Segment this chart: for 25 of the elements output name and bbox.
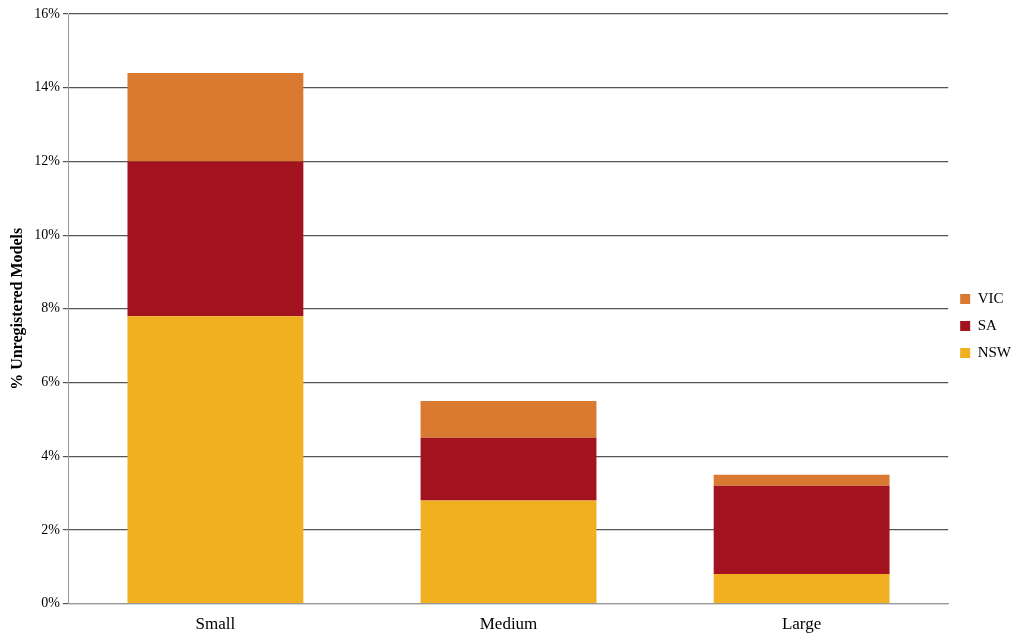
bar [420, 437, 597, 501]
x-tick-label: Large [781, 614, 822, 634]
y-tick-label: 0% [41, 595, 61, 611]
bar [127, 72, 304, 162]
y-tick-label: 2% [41, 521, 61, 537]
y-tick-label: 10% [34, 226, 61, 242]
legend-label: VIC [977, 289, 1004, 306]
bar [713, 574, 890, 603]
y-tick-label: 16% [34, 5, 61, 21]
y-tick-label: 12% [34, 153, 61, 169]
bar [420, 500, 597, 603]
legend-label: SA [977, 316, 998, 333]
bar [713, 474, 890, 486]
legend-label: NSW [977, 343, 1012, 360]
y-tick-label: 8% [41, 300, 61, 316]
y-tick-label: 4% [41, 447, 61, 463]
y-axis-title: % Unregistered Models [7, 227, 26, 390]
bar [127, 161, 304, 317]
x-tick-label: Medium [479, 614, 538, 634]
y-tick-label: 6% [41, 374, 61, 390]
x-tick-label: Small [195, 614, 236, 634]
bar [127, 316, 304, 603]
bar [713, 485, 890, 575]
bar [420, 400, 597, 438]
y-tick-label: 14% [34, 79, 61, 95]
